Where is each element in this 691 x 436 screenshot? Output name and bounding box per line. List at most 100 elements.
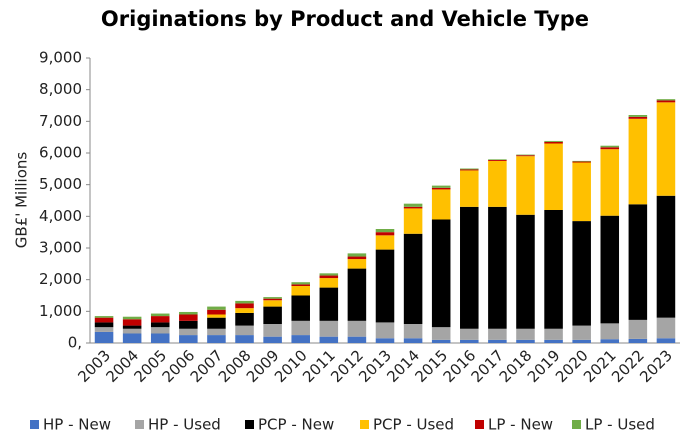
bar-segment (207, 306, 226, 310)
bar-segment (122, 325, 142, 329)
bar-segment (375, 249, 395, 323)
bar-segment (544, 143, 563, 210)
bar-segment (572, 160, 591, 162)
bar-segment (94, 331, 114, 343)
bar-segment (319, 320, 339, 337)
bar-segment (347, 268, 367, 321)
y-tick-label: 4,000 (39, 207, 82, 225)
bar-segment (375, 338, 395, 343)
bar-segment (375, 235, 395, 250)
bar-segment (94, 316, 114, 318)
bar-segment (319, 336, 339, 343)
bar-segment (235, 312, 254, 326)
bar-segment (403, 338, 423, 343)
bar-segment (628, 118, 648, 205)
bar-segment (150, 313, 170, 317)
bar-segment (207, 335, 226, 343)
bar-segment (263, 324, 282, 337)
y-tick-label: 3,000 (39, 239, 82, 257)
bar-segment (403, 233, 423, 324)
bar-segment (150, 333, 170, 343)
bar-segment (572, 339, 591, 343)
bar-segment (431, 327, 451, 340)
bar-segment (600, 147, 620, 150)
bar-segment (207, 314, 226, 318)
x-tick-label: 2023 (636, 346, 676, 386)
bar-segment (235, 335, 254, 343)
bar-segment (460, 170, 479, 207)
bar-segment (431, 219, 451, 328)
bar-segment (94, 322, 114, 328)
bar-segment (319, 275, 339, 279)
bar-segment (319, 273, 339, 276)
legend-swatch (360, 420, 369, 429)
bar-segment (460, 328, 479, 340)
y-tick-label: 6,000 (39, 144, 82, 162)
bar-segment (122, 328, 142, 334)
legend-swatch (572, 420, 581, 429)
bar-segment (235, 300, 254, 304)
bar-segment (544, 141, 563, 144)
bar-segment (347, 253, 367, 257)
bar-segment (460, 339, 479, 343)
bar-segment (431, 187, 451, 190)
bar-segment (488, 159, 507, 160)
bar-segment (572, 162, 591, 222)
legend-swatch (135, 420, 144, 429)
legend-label: LP - New (488, 416, 553, 434)
bar-segment (263, 336, 282, 343)
bar-segment (291, 286, 310, 296)
bar-segment (488, 160, 507, 207)
bar-segment (207, 309, 226, 315)
bar-segment (263, 300, 282, 307)
bar-segment (656, 317, 676, 339)
bar-segment (516, 339, 535, 343)
bar-segment (347, 336, 367, 343)
bar-segment (544, 328, 563, 340)
bar-segment (488, 206, 507, 329)
bar-segment (263, 306, 282, 324)
bar-segment (347, 320, 367, 337)
bar-segment (516, 156, 535, 215)
legend-label: PCP - Used (373, 416, 454, 434)
bar-segment (656, 99, 676, 101)
bar-segment (235, 303, 254, 309)
legend-swatch (30, 420, 39, 429)
bar-segment (150, 322, 170, 328)
bar-segment (179, 314, 198, 321)
bar-segment (628, 115, 648, 117)
y-axis-label: GB£' Millions (13, 152, 31, 249)
bar-segment (431, 339, 451, 343)
bar-segment (628, 319, 648, 339)
bar-segment (572, 325, 591, 340)
bar-segment (263, 297, 282, 299)
bar-segment (150, 316, 170, 323)
bar-segment (291, 295, 310, 321)
bar-segment (431, 185, 451, 188)
bar-segment (347, 256, 367, 260)
bar-segment (488, 328, 507, 340)
bar-segment (488, 339, 507, 343)
bar-segment (656, 102, 676, 196)
bar-segment (460, 168, 479, 170)
bar-segment (179, 311, 198, 315)
bar-segment (460, 169, 479, 171)
bar-segment (207, 317, 226, 329)
y-tick-label: 2,000 (39, 270, 82, 288)
legend-label: LP - Used (585, 416, 655, 434)
bar-segment (94, 327, 114, 332)
bar-segment (150, 327, 170, 334)
bar-segment (516, 155, 535, 157)
y-tick-label: 8,000 (39, 80, 82, 98)
bar-segment (179, 328, 198, 336)
bar-segment (291, 320, 310, 336)
bar-segment (572, 221, 591, 326)
legend-label: PCP - New (258, 416, 334, 434)
bar-segment (291, 284, 310, 286)
bar-segment (291, 335, 310, 343)
bar-segment (600, 145, 620, 148)
bar-segment (656, 195, 676, 318)
legend-swatch (245, 420, 254, 429)
chart-title: Originations by Product and Vehicle Type (101, 7, 589, 31)
bar-segment (403, 208, 423, 234)
